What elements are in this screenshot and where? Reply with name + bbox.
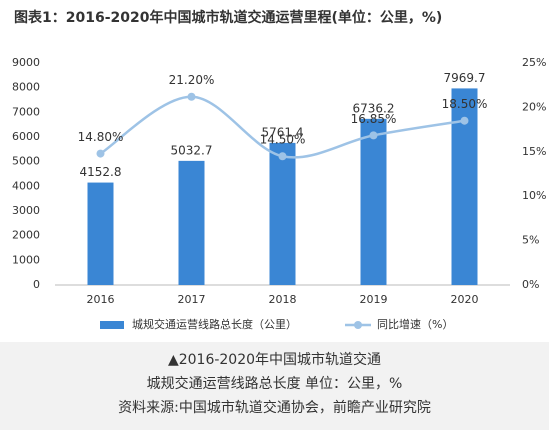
caption-line: 资料来源:中国城市轨道交通协会，前瞻产业研究院 bbox=[118, 400, 431, 416]
line-value-label: 14.50% bbox=[260, 133, 306, 147]
y2-tick-label: 0% bbox=[522, 278, 539, 291]
caption: ▲2016-2020年中国城市轨道交通 城规交通运营线路总长度 单位：公里，% … bbox=[0, 342, 549, 430]
legend-swatch bbox=[100, 321, 124, 329]
line-point bbox=[369, 131, 378, 140]
y-tick-label: 4000 bbox=[12, 179, 40, 192]
bar bbox=[269, 142, 296, 285]
bar-value-label: 5032.7 bbox=[171, 143, 213, 157]
line-value-label: 14.80% bbox=[78, 130, 124, 144]
y-tick-label: 5000 bbox=[12, 155, 40, 168]
legend-swatch bbox=[354, 321, 362, 329]
x-tick-label: 2020 bbox=[451, 293, 479, 306]
y-tick-label: 9000 bbox=[12, 56, 40, 69]
line-point bbox=[278, 152, 287, 161]
bar-value-label: 6736.2 bbox=[353, 101, 395, 115]
y2-tick-label: 10% bbox=[522, 189, 546, 202]
x-tick-label: 2018 bbox=[269, 293, 297, 306]
y-tick-label: 0 bbox=[33, 278, 40, 291]
caption-line: 城规交通运营线路总长度 单位：公里，% bbox=[146, 376, 403, 392]
line-point bbox=[460, 116, 469, 125]
y-tick-label: 2000 bbox=[12, 229, 40, 242]
x-tick-label: 2017 bbox=[178, 293, 206, 306]
legend-label: 同比增速（%） bbox=[377, 317, 453, 331]
line bbox=[99, 95, 465, 159]
line-value-label: 18.50% bbox=[442, 97, 488, 111]
y2-tick-label: 20% bbox=[522, 100, 546, 113]
bar bbox=[87, 182, 114, 285]
bar-value-label: 7969.7 bbox=[444, 71, 486, 85]
y-tick-label: 7000 bbox=[12, 105, 40, 118]
bar-value-label: 5761.4 bbox=[262, 125, 304, 139]
bar-value-label: 4152.8 bbox=[80, 165, 122, 179]
y2-tick-label: 5% bbox=[522, 234, 539, 247]
y-tick-label: 3000 bbox=[12, 204, 40, 217]
line-value-label: 21.20% bbox=[169, 73, 215, 87]
x-tick-label: 2016 bbox=[87, 293, 115, 306]
legend-label: 城规交通运营线路总长度（公里） bbox=[132, 317, 297, 331]
y-tick-label: 8000 bbox=[12, 81, 40, 94]
line-value-label: 16.85% bbox=[351, 112, 397, 126]
caption-line: ▲2016-2020年中国城市轨道交通 bbox=[167, 352, 382, 368]
y-tick-label: 1000 bbox=[12, 253, 40, 266]
y2-tick-label: 15% bbox=[522, 145, 546, 158]
chart: 图表1：2016-2020年中国城市轨道交通运营里程(单位：公里，%) 0 100… bbox=[12, 9, 546, 331]
x-tick-label: 2019 bbox=[360, 293, 388, 306]
bar bbox=[178, 160, 205, 285]
line-point bbox=[96, 149, 105, 158]
y-tick-label: 6000 bbox=[12, 130, 40, 143]
chart-title: 图表1：2016-2020年中国城市轨道交通运营里程(单位：公里，%) bbox=[14, 9, 442, 26]
bar bbox=[360, 118, 387, 286]
y2-tick-label: 25% bbox=[522, 56, 546, 69]
line-point bbox=[187, 92, 196, 101]
